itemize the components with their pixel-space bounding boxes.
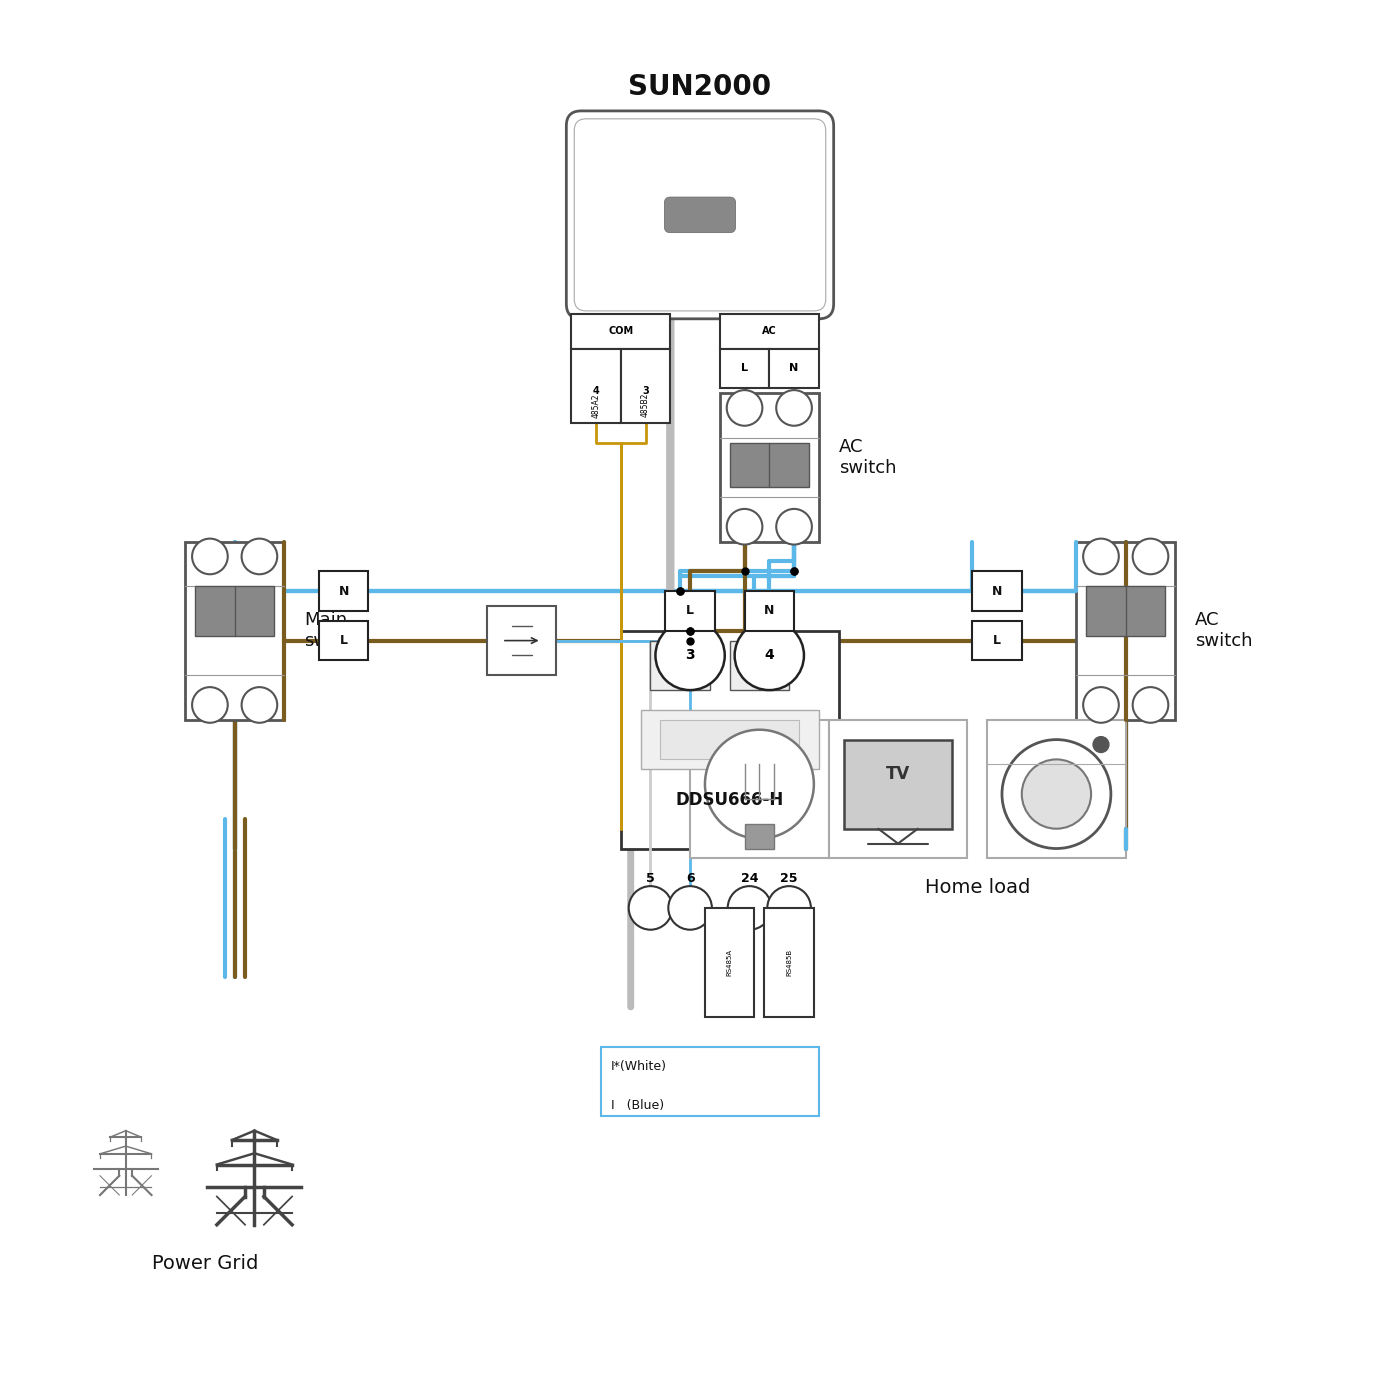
Circle shape bbox=[242, 687, 277, 722]
Text: N: N bbox=[790, 364, 798, 374]
Bar bbox=[720, 349, 770, 388]
Text: 25: 25 bbox=[780, 872, 798, 885]
Bar bbox=[720, 393, 819, 542]
Text: L: L bbox=[686, 605, 694, 617]
FancyBboxPatch shape bbox=[574, 119, 826, 311]
Text: 6: 6 bbox=[686, 872, 694, 885]
Circle shape bbox=[767, 886, 811, 930]
Bar bbox=[601, 1047, 819, 1116]
Text: 3: 3 bbox=[685, 648, 694, 662]
Circle shape bbox=[735, 620, 804, 690]
Circle shape bbox=[1002, 739, 1110, 848]
Text: 24: 24 bbox=[741, 872, 759, 885]
Bar bbox=[665, 591, 715, 630]
Text: RS485A: RS485A bbox=[727, 949, 732, 976]
Circle shape bbox=[1133, 687, 1169, 722]
Text: 485B2: 485B2 bbox=[641, 393, 650, 417]
Bar bbox=[972, 571, 1022, 610]
Circle shape bbox=[192, 687, 228, 722]
Circle shape bbox=[668, 886, 711, 930]
FancyBboxPatch shape bbox=[665, 197, 735, 232]
Bar bbox=[829, 720, 967, 858]
Text: AC
switch: AC switch bbox=[1196, 612, 1253, 650]
Text: RS485B: RS485B bbox=[787, 949, 792, 976]
Bar bbox=[195, 587, 274, 636]
Bar bbox=[764, 909, 813, 1016]
Bar bbox=[706, 909, 755, 1016]
Bar bbox=[185, 542, 284, 720]
Circle shape bbox=[727, 391, 763, 426]
Text: 485A2: 485A2 bbox=[592, 393, 601, 417]
Text: N: N bbox=[991, 585, 1002, 598]
Circle shape bbox=[242, 539, 277, 574]
Circle shape bbox=[1084, 687, 1119, 722]
Text: 4: 4 bbox=[764, 648, 774, 662]
Text: 4: 4 bbox=[592, 386, 599, 396]
Circle shape bbox=[655, 620, 725, 690]
Text: Power Grid: Power Grid bbox=[151, 1254, 258, 1274]
Bar bbox=[729, 442, 809, 487]
Bar bbox=[571, 314, 671, 349]
Text: DDSU666-H: DDSU666-H bbox=[676, 791, 784, 809]
Circle shape bbox=[728, 886, 771, 930]
Bar bbox=[690, 720, 829, 858]
Text: L: L bbox=[340, 634, 347, 647]
Text: L: L bbox=[741, 364, 748, 374]
Circle shape bbox=[727, 510, 763, 545]
Text: L: L bbox=[993, 634, 1001, 647]
Text: I*(White): I*(White) bbox=[610, 1060, 666, 1072]
Bar bbox=[620, 630, 839, 848]
Bar bbox=[651, 641, 710, 690]
Text: AC: AC bbox=[762, 326, 777, 336]
Circle shape bbox=[1133, 539, 1169, 574]
Text: I   (Blue): I (Blue) bbox=[610, 1099, 664, 1113]
Bar bbox=[729, 641, 790, 690]
Circle shape bbox=[776, 510, 812, 545]
Text: SUN2000: SUN2000 bbox=[629, 73, 771, 101]
Bar bbox=[844, 739, 952, 829]
Text: AC
switch: AC switch bbox=[839, 438, 896, 477]
Circle shape bbox=[1093, 736, 1109, 752]
Circle shape bbox=[776, 391, 812, 426]
Text: TV: TV bbox=[886, 766, 910, 783]
Bar bbox=[1086, 587, 1165, 636]
Text: Home load: Home load bbox=[924, 878, 1030, 897]
Text: Main
switch: Main switch bbox=[304, 612, 361, 650]
Bar bbox=[745, 591, 794, 630]
Circle shape bbox=[192, 539, 228, 574]
FancyBboxPatch shape bbox=[567, 111, 833, 319]
Bar bbox=[972, 620, 1022, 661]
Bar bbox=[641, 710, 819, 770]
Text: 5: 5 bbox=[647, 872, 655, 885]
Circle shape bbox=[629, 886, 672, 930]
Bar bbox=[770, 349, 819, 388]
Bar bbox=[1077, 542, 1175, 720]
Bar bbox=[745, 823, 774, 848]
Bar bbox=[571, 349, 620, 423]
Bar bbox=[487, 606, 556, 675]
Circle shape bbox=[1084, 539, 1119, 574]
Bar bbox=[661, 720, 799, 759]
Bar bbox=[319, 571, 368, 610]
Circle shape bbox=[1022, 759, 1091, 829]
Text: 3: 3 bbox=[643, 386, 650, 396]
Text: COM: COM bbox=[608, 326, 633, 336]
Circle shape bbox=[706, 729, 813, 839]
Bar bbox=[987, 720, 1126, 858]
Text: N: N bbox=[339, 585, 349, 598]
Bar bbox=[720, 314, 819, 349]
Bar bbox=[620, 349, 671, 423]
Bar bbox=[319, 620, 368, 661]
Text: N: N bbox=[764, 605, 774, 617]
